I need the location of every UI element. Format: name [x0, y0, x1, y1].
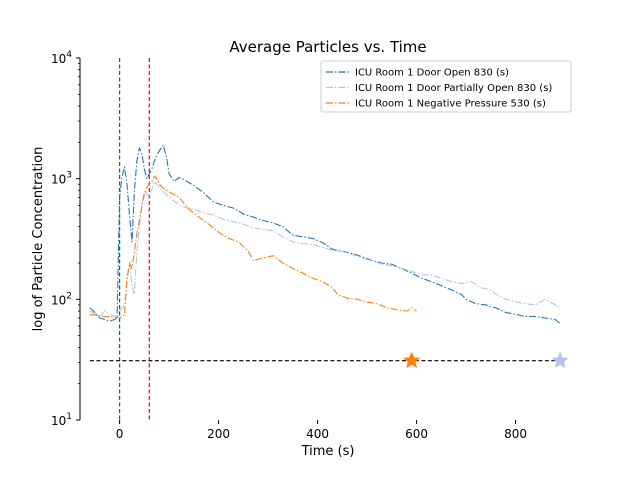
y-tick-label: 104 [51, 50, 72, 66]
x-tick-label: 800 [504, 427, 527, 441]
series-line-0 [89, 144, 561, 324]
legend-label-2: ICU Room 1 Negative Pressure 530 (s) [355, 99, 546, 110]
star-marker-1 [551, 351, 569, 369]
legend: ICU Room 1 Door Open 830 (s) ICU Room 1 D… [320, 60, 572, 113]
x-tick-label: 400 [306, 427, 329, 441]
y-axis-label: log of Particle Concentration [31, 147, 46, 332]
y-tick-label: 102 [51, 291, 72, 307]
series-line-2 [89, 175, 417, 319]
y-tick-label: 103 [51, 171, 72, 187]
series-lines [89, 144, 561, 324]
legend-label-0: ICU Room 1 Door Open 830 (s) [355, 68, 509, 79]
legend-box [320, 60, 572, 113]
star-marker-0 [403, 351, 421, 369]
legend-label-1: ICU Room 1 Door Partially Open 830 (s) [355, 83, 552, 94]
markers [403, 351, 569, 369]
x-tick-label: 200 [207, 427, 230, 441]
axes: 0 200 400 600 800 101 102 103 104 [51, 50, 527, 441]
x-axis-label: Time (s) [301, 444, 355, 459]
series-line-1 [89, 180, 561, 318]
chart-title: Average Particles vs. Time [229, 38, 426, 56]
reference-lines [89, 58, 561, 420]
x-tick-label: 0 [116, 427, 124, 441]
x-tick-label: 600 [405, 427, 428, 441]
y-tick-label: 101 [51, 412, 72, 428]
